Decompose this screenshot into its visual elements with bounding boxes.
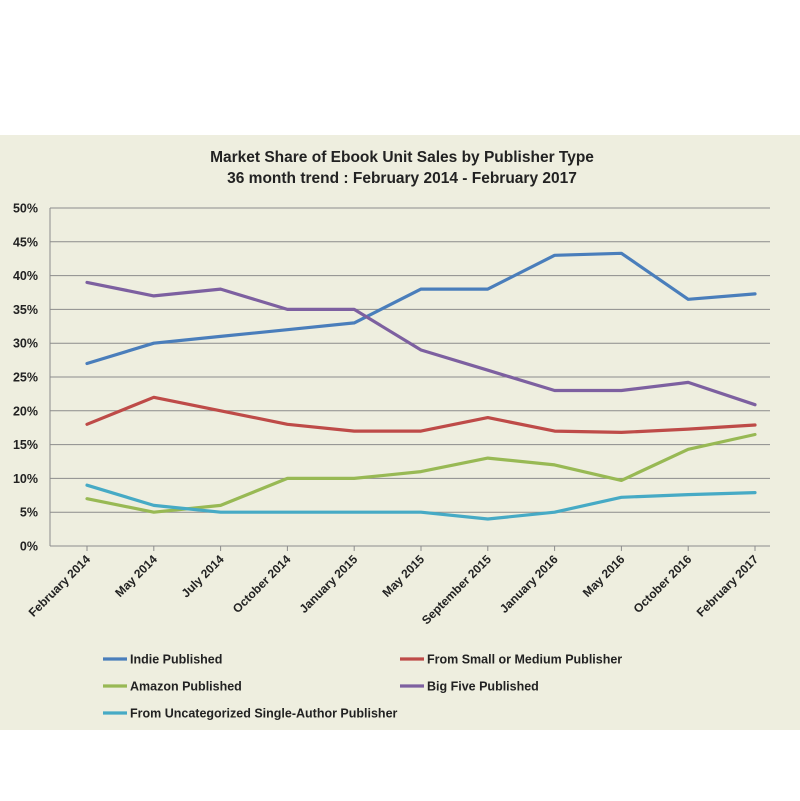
line-chart: Market Share of Ebook Unit Sales by Publ… [13,149,770,721]
series-line [85,251,757,366]
y-tick-label: 0% [20,540,38,554]
legend-item: Indie Published [103,653,222,667]
legend-item: From Uncategorized Single-Author Publish… [103,707,398,721]
axes [49,208,770,551]
y-tick-labels: 0% 5% 10% 15% 20% 25% 30% 35% 40% 45% 50% [13,202,38,554]
y-tick-label: 5% [20,506,38,520]
chart-title: Market Share of Ebook Unit Sales by Publ… [210,149,594,166]
x-tick-labels: February 2014 May 2014 July 2014 October 20… [26,552,762,627]
x-tick-label: January 2016 [497,552,561,616]
y-tick-label: 25% [13,371,38,385]
series-line [85,395,757,434]
legend: Indie Published From Small or Medium Publ… [103,653,622,721]
y-tick-label: 35% [13,303,38,317]
x-tick-label: July 2014 [179,552,227,600]
y-tick-label: 40% [13,269,38,283]
legend-item: From Small or Medium Publisher [400,653,622,667]
x-tick-label: February 2017 [694,552,762,620]
series-line [85,483,757,521]
x-tick-label: October 2014 [230,552,294,616]
legend-item: Amazon Published [103,680,242,694]
legend-label: Indie Published [130,653,222,667]
legend-label: From Uncategorized Single-Author Publish… [130,707,398,721]
legend-label: Amazon Published [130,680,242,694]
legend-label: Big Five Published [427,680,539,694]
x-tick-label: January 2015 [297,552,361,616]
series-lines [85,251,757,521]
y-tick-label: 10% [13,472,38,486]
y-tick-label: 30% [13,337,38,351]
series-line [85,280,757,407]
x-tick-label: October 2016 [631,552,695,616]
y-tick-label: 15% [13,438,38,452]
legend-item: Big Five Published [400,680,539,694]
y-tick-label: 20% [13,404,38,418]
x-tick-label: February 2014 [26,552,94,620]
legend-label: From Small or Medium Publisher [427,653,622,667]
y-tick-label: 45% [13,235,38,249]
x-tick-label: May 2016 [580,552,628,600]
x-tick-label: September 2015 [419,552,494,627]
series-line [85,432,757,514]
chart-panel: Market Share of Ebook Unit Sales by Publ… [0,135,800,730]
y-tick-label: 50% [13,202,38,216]
x-tick-label: May 2015 [379,552,427,600]
gridlines [50,207,770,547]
x-tick-label: May 2014 [112,552,160,600]
chart-subtitle: 36 month trend : February 2014 - Februar… [227,170,577,187]
